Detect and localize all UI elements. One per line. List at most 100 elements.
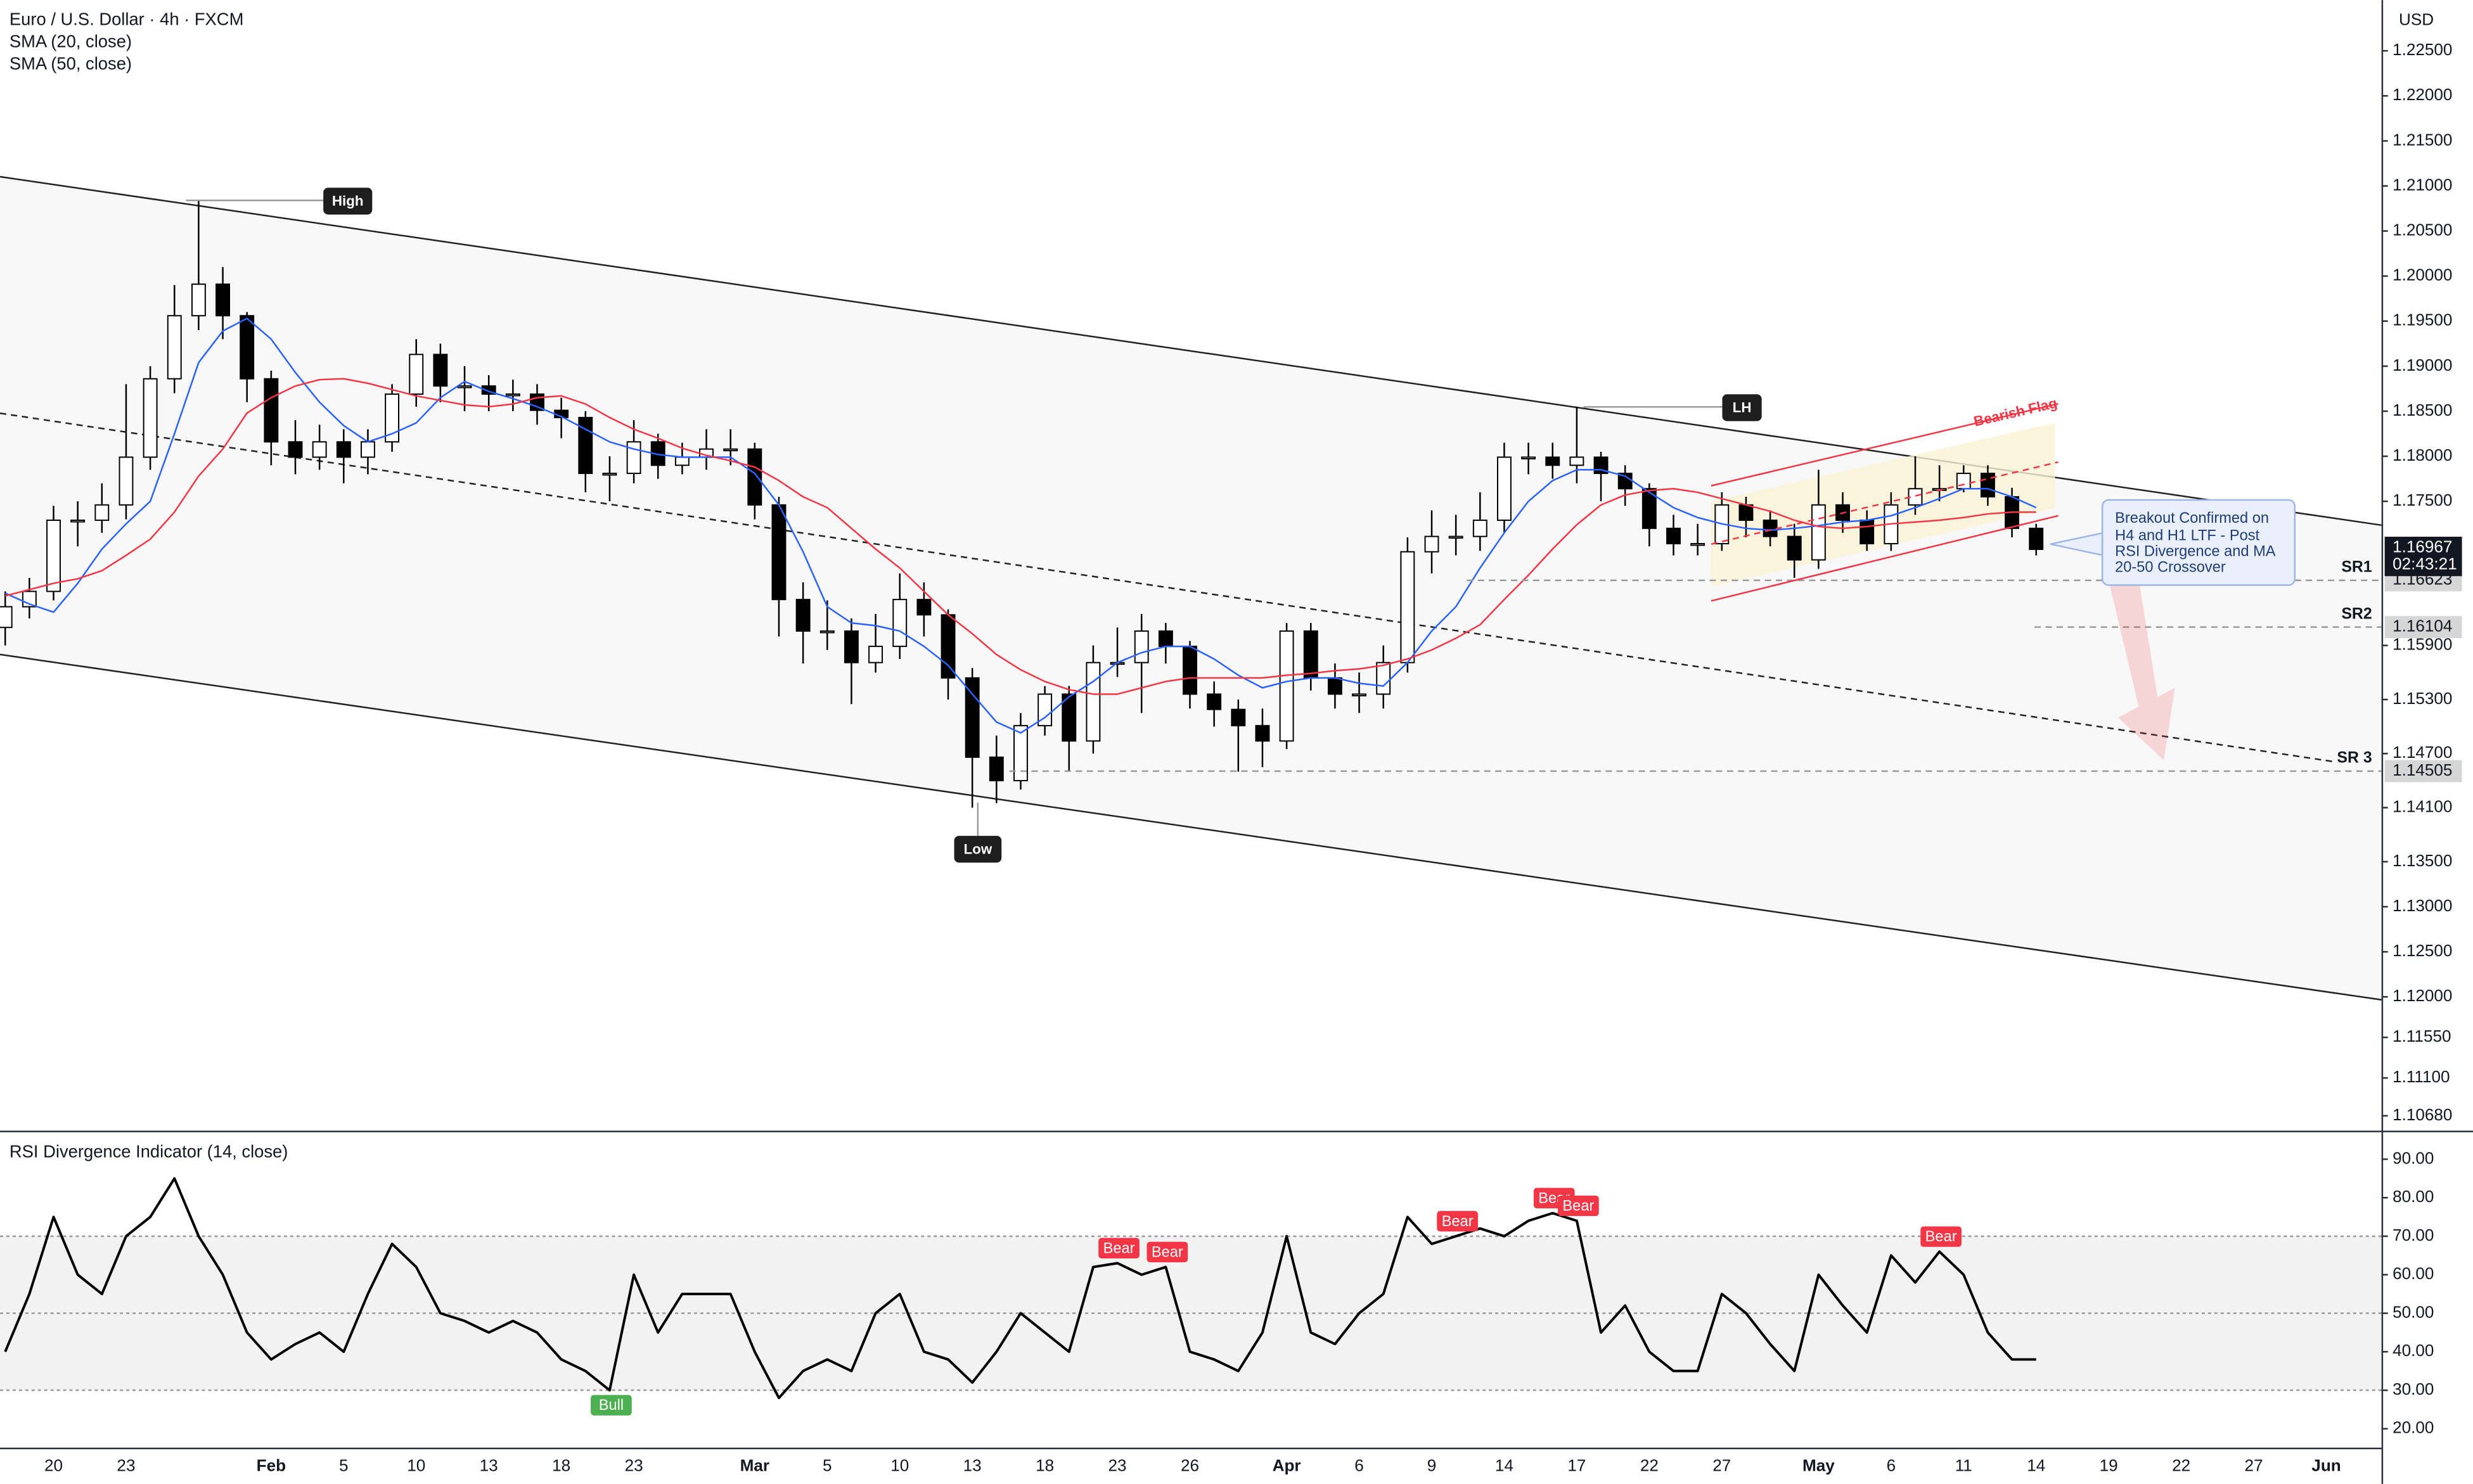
- x-tick-label: 17: [1567, 1455, 1586, 1474]
- candle-body: [1158, 630, 1173, 648]
- candle-body: [46, 520, 61, 592]
- x-tick-label: Jun: [2311, 1455, 2341, 1474]
- candle-body: [892, 599, 908, 648]
- callout-text: H4 and H1 LTF - Post: [2115, 527, 2259, 544]
- down-arrow: [2100, 539, 2175, 760]
- y-tick-label: 50.00: [2393, 1302, 2434, 1321]
- candle-body: [1376, 662, 1391, 695]
- y-tick-label: 90.00: [2393, 1148, 2434, 1167]
- y-tick-label: 1.18000: [2393, 445, 2452, 464]
- y-tick-label: 1.12000: [2393, 986, 2452, 1005]
- candle-body: [1860, 520, 1875, 544]
- signal-tag: [1558, 1195, 1599, 1217]
- candle-body: [747, 448, 762, 506]
- candle-body: [143, 378, 158, 458]
- candle-body: [167, 315, 182, 380]
- candle-body: [1448, 535, 1463, 539]
- axes-layer: 1.22500 1.22000 1.21500 1.21000 1.20500 1.200…: [44, 40, 2462, 1474]
- candle-body: [457, 385, 472, 388]
- axis-background: [2383, 0, 2473, 1484]
- level-value: 1.14505: [2393, 760, 2452, 779]
- level-label: SR2: [2341, 604, 2372, 622]
- candle-body: [1183, 646, 1197, 695]
- y-tick-label: 70.00: [2393, 1225, 2434, 1244]
- candle-body: [1641, 488, 1657, 529]
- signal-label: Bear: [1562, 1198, 1594, 1214]
- signal-tag: [1098, 1238, 1140, 1259]
- high-tag: [323, 188, 373, 215]
- candle-body: [288, 441, 303, 458]
- candle-body: [336, 441, 351, 458]
- candle-body: [941, 614, 956, 679]
- y-tick-label: 1.17500: [2393, 490, 2452, 509]
- y-tick-label: 1.20500: [2393, 220, 2452, 239]
- x-tick-label: 18: [1036, 1455, 1054, 1474]
- candle-body: [578, 416, 593, 475]
- candle-body: [1690, 542, 1705, 546]
- y-tick-label: 1.19000: [2393, 355, 2452, 374]
- signal-tag: [1437, 1211, 1478, 1232]
- candle-body: [70, 520, 86, 523]
- chart-title: Euro / U.S. Dollar · 4h · FXCM: [10, 10, 243, 29]
- candle-body: [0, 606, 13, 629]
- x-tick-label: 14: [2027, 1455, 2045, 1474]
- candle-body: [1327, 677, 1342, 695]
- y-tick-label: 1.21500: [2393, 130, 2452, 149]
- candle-body: [409, 354, 424, 395]
- x-tick-label: 14: [1495, 1455, 1513, 1474]
- y-tick-label: 1.13000: [2393, 896, 2452, 915]
- candle-body: [1545, 456, 1560, 466]
- y-tick-label: 1.11100: [2393, 1067, 2450, 1086]
- callout-text: RSI Divergence and MA: [2115, 543, 2276, 560]
- candle-body: [771, 504, 787, 601]
- signal-label: Bear: [1152, 1244, 1183, 1260]
- x-tick-label: Feb: [257, 1455, 286, 1474]
- x-tick-label: Mar: [740, 1455, 769, 1474]
- overlays: Bearish Flag Breakout Confirmed on H4 an…: [186, 188, 2296, 863]
- level-label: SR 3: [2337, 749, 2372, 767]
- candle-body: [1086, 662, 1101, 742]
- candle-body: [1013, 725, 1028, 781]
- x-tick-label: 23: [1108, 1455, 1127, 1474]
- level-label: SR1: [2341, 558, 2372, 576]
- candle-body: [94, 504, 110, 521]
- legend-entry: SMA (50, close): [10, 53, 132, 73]
- candle-body: [191, 283, 206, 317]
- y-tick-label: 1.12500: [2393, 941, 2452, 960]
- y-tick-label: 1.20000: [2393, 265, 2452, 285]
- flag-lower: [1711, 515, 2059, 602]
- y-tick-label: 1.13500: [2393, 851, 2452, 870]
- flag-upper: [1711, 403, 2059, 487]
- high-label: High: [332, 193, 364, 209]
- rsi-band: [0, 1236, 2382, 1391]
- flag-mid: [1711, 461, 2059, 545]
- sma-line: [4, 317, 2037, 734]
- lh-label: LH: [1733, 400, 1752, 416]
- candle-body: [1352, 693, 1367, 696]
- y-tick-label: 1.14700: [2393, 743, 2452, 762]
- candle-body: [916, 599, 932, 616]
- candle-body: [1400, 551, 1415, 663]
- candle-body: [868, 646, 883, 663]
- x-tick-label: 23: [625, 1455, 643, 1474]
- candle-body: [602, 473, 617, 476]
- candle-body: [240, 315, 255, 380]
- x-tick-label: 6: [1354, 1455, 1364, 1474]
- candle-body: [1472, 520, 1487, 537]
- x-tick-label: 19: [2100, 1455, 2118, 1474]
- x-tick-label: 18: [552, 1455, 570, 1474]
- x-tick-label: 27: [2245, 1455, 2263, 1474]
- level-value: 1.16104: [2393, 617, 2452, 636]
- candle-body: [505, 393, 520, 397]
- lh-tag: [1722, 394, 1762, 421]
- legend-entry: SMA (20, close): [10, 32, 132, 51]
- candle-body: [385, 393, 400, 443]
- candle-body: [819, 630, 835, 634]
- candle-body: [1811, 504, 1826, 561]
- candle-body: [1207, 693, 1222, 710]
- y-tick-label: 1.10680: [2393, 1105, 2452, 1124]
- low-tag: [954, 836, 1002, 863]
